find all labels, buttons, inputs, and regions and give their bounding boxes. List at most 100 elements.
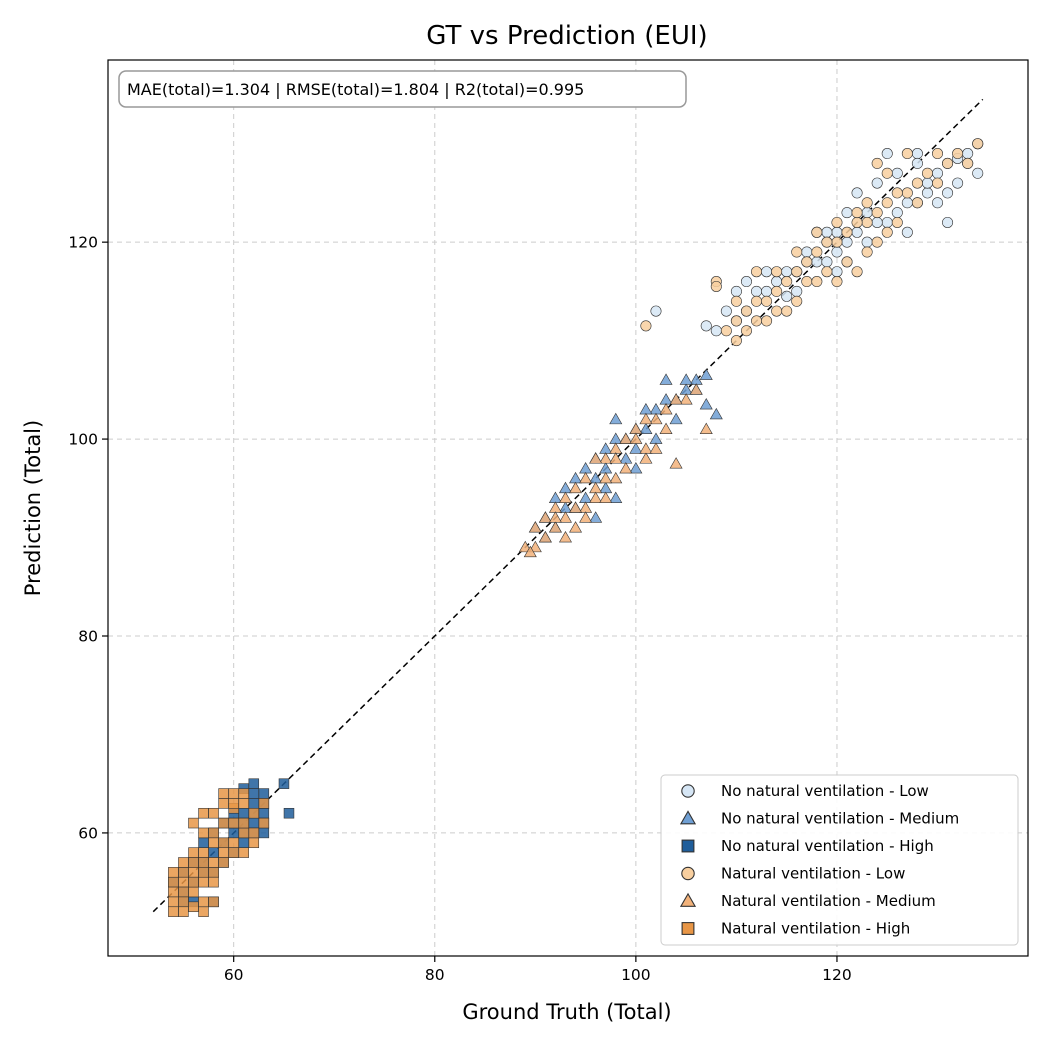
data-point <box>821 266 833 278</box>
data-point <box>649 442 663 454</box>
data-point <box>861 216 873 228</box>
data-point <box>699 422 713 435</box>
data-point <box>218 847 229 858</box>
data-point <box>831 276 843 288</box>
reference-line-group <box>152 98 984 913</box>
data-point <box>851 226 863 238</box>
data-point <box>881 148 893 160</box>
data-point <box>248 837 260 849</box>
data-point <box>952 177 964 189</box>
data-point <box>178 906 189 917</box>
data-point <box>791 285 803 297</box>
legend-marker <box>679 810 697 825</box>
data-point <box>811 256 823 268</box>
data-point <box>208 807 219 819</box>
data-point <box>518 540 532 553</box>
metrics-box: MAE(total)=1.304 | RMSE(total)=1.804 | R… <box>118 70 687 108</box>
data-point <box>861 197 873 209</box>
data-point <box>640 320 652 332</box>
data-point <box>669 412 683 425</box>
data-point <box>831 226 843 238</box>
data-point <box>238 827 249 839</box>
data-point <box>609 412 623 425</box>
data-point <box>188 857 199 868</box>
data-point <box>569 471 583 484</box>
data-point <box>569 501 583 513</box>
data-point <box>709 407 723 420</box>
data-point <box>952 148 964 160</box>
data-point <box>278 778 290 789</box>
data-point <box>639 442 653 454</box>
data-point <box>208 896 219 908</box>
data-point <box>599 471 613 484</box>
data-point <box>932 197 944 209</box>
data-point <box>761 285 773 297</box>
data-point <box>248 798 260 809</box>
data-point <box>619 432 633 444</box>
data-point <box>781 266 793 278</box>
data-point <box>178 867 189 878</box>
x-axis-label: Ground Truth (Total) <box>462 1000 671 1024</box>
data-point <box>921 187 933 199</box>
legend: No natural ventilation - Low No natural v… <box>660 774 1019 946</box>
data-point <box>228 798 239 809</box>
data-point <box>609 471 623 484</box>
legend-item: No natural ventilation - Low <box>681 782 929 800</box>
data-point <box>238 817 249 829</box>
data-point <box>911 177 923 189</box>
data-point <box>629 462 643 474</box>
data-point <box>639 402 653 415</box>
data-point <box>228 837 239 849</box>
data-point <box>649 402 663 415</box>
reference-line <box>152 98 984 913</box>
data-point <box>599 462 613 474</box>
data-point <box>650 305 662 317</box>
data-point <box>821 226 833 238</box>
data-point <box>528 540 542 553</box>
data-point <box>558 491 572 503</box>
data-point <box>579 491 593 503</box>
data-point <box>781 305 793 317</box>
data-point <box>579 462 593 474</box>
data-point <box>720 325 732 337</box>
data-point <box>168 896 179 908</box>
data-point <box>751 266 763 278</box>
data-point <box>569 481 583 494</box>
data-point <box>730 295 742 307</box>
data-point <box>771 305 783 317</box>
data-point <box>609 452 623 464</box>
data-point <box>710 280 722 292</box>
data-point <box>771 285 783 297</box>
data-point <box>669 457 683 469</box>
legend-label: No natural ventilation - Low <box>721 782 929 800</box>
data-point <box>881 167 893 179</box>
data-point <box>178 886 189 898</box>
data-point <box>538 530 552 543</box>
plot-frame <box>107 59 1029 957</box>
data-point <box>740 276 752 288</box>
data-point <box>208 827 219 839</box>
data-point <box>248 807 260 819</box>
data-point <box>811 246 823 258</box>
data-point <box>168 886 179 898</box>
data-point <box>861 236 873 248</box>
data-point <box>198 876 209 888</box>
y-tick-label: 80 <box>78 628 98 646</box>
data-point <box>609 491 623 503</box>
data-point <box>629 432 643 444</box>
legend-label: Natural ventilation - Medium <box>721 892 936 910</box>
data-point <box>258 817 270 829</box>
axis-ticks: 60 80 100 120 60 80 100 120 <box>68 234 851 984</box>
data-point <box>188 901 199 913</box>
data-point <box>761 266 773 278</box>
data-point <box>861 246 873 258</box>
data-points <box>168 138 984 917</box>
data-point <box>831 246 843 258</box>
data-point <box>679 373 693 385</box>
data-point <box>891 216 903 228</box>
data-point <box>771 276 783 288</box>
data-point <box>740 305 752 317</box>
y-tick-label: 100 <box>68 431 98 449</box>
data-point <box>248 817 260 829</box>
